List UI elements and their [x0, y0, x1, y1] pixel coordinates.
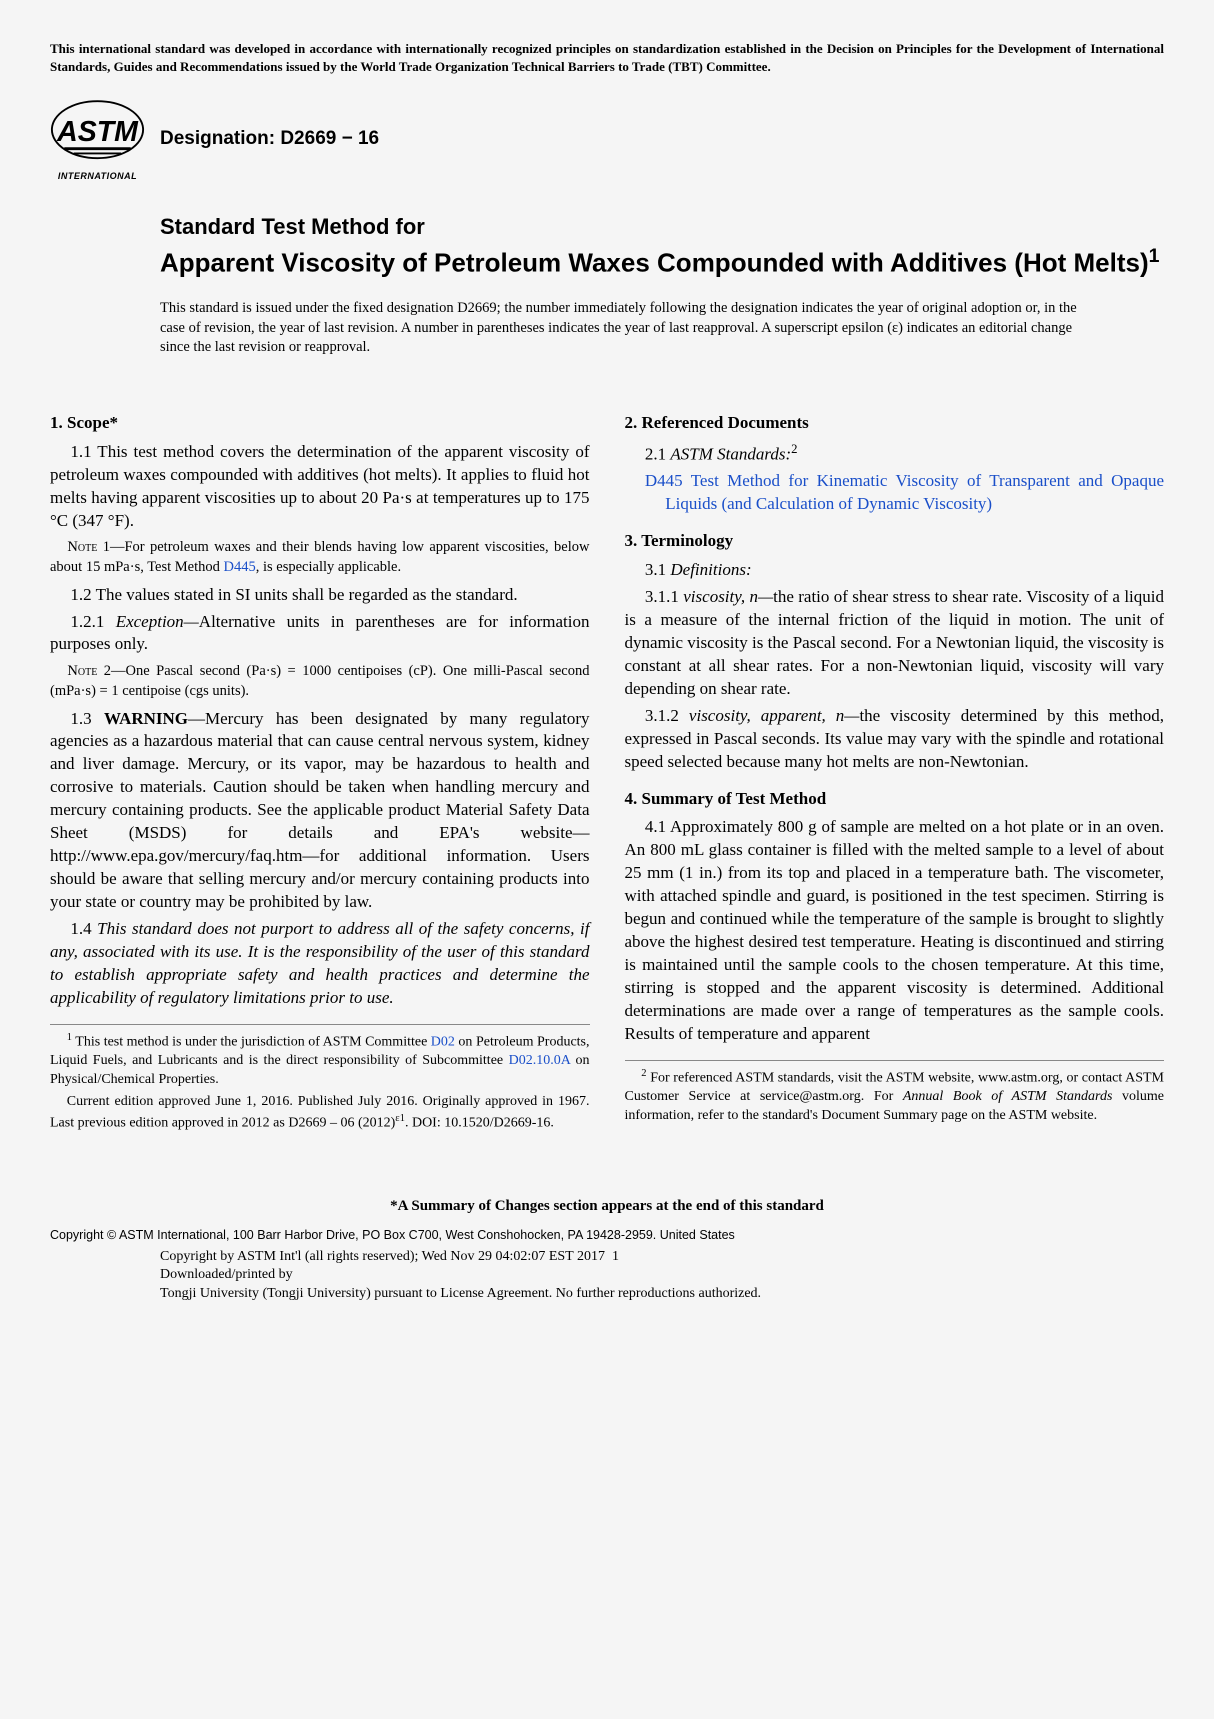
- astm-logo: ASTM INTERNATIONAL: [50, 95, 145, 182]
- footnote-1: 1 This test method is under the jurisdic…: [50, 1024, 590, 1134]
- issuance-note: This standard is issued under the fixed …: [160, 299, 1164, 358]
- svg-text:ASTM: ASTM: [56, 116, 139, 148]
- footnote-2: 2 For referenced ASTM standards, visit t…: [625, 1060, 1165, 1126]
- changes-note: *A Summary of Changes section appears at…: [50, 1196, 1164, 1216]
- title-prefix: Standard Test Method for: [160, 212, 1164, 242]
- top-notice: This international standard was develope…: [50, 40, 1164, 75]
- title-main: Apparent Viscosity of Petroleum Waxes Co…: [160, 244, 1164, 279]
- d445-ref-link[interactable]: D445: [645, 471, 683, 490]
- page-number: 1: [612, 1249, 619, 1264]
- d02-10-0a-link[interactable]: D02.10.0A: [509, 1053, 570, 1068]
- d02-link[interactable]: D02: [431, 1034, 455, 1049]
- refdocs-2-1: 2.1 ASTM Standards:2: [625, 441, 1165, 467]
- scope-1-2: 1.2 The values stated in SI units shall …: [50, 584, 590, 607]
- note-1: Note 1—For petroleum waxes and their ble…: [50, 538, 590, 577]
- copyright-line: Copyright © ASTM International, 100 Barr…: [50, 1227, 1164, 1244]
- note-2: Note 2—One Pascal second (Pa·s) = 1000 c…: [50, 662, 590, 701]
- download-block: Copyright by ASTM Int'l (all rights rese…: [160, 1248, 1164, 1305]
- scope-1-4: 1.4 This standard does not purport to ad…: [50, 918, 590, 1010]
- body-columns: 1. Scope* 1.1 This test method covers th…: [50, 398, 1164, 1137]
- scope-1-1: 1.1 This test method covers the determin…: [50, 441, 590, 533]
- d445-link[interactable]: D445: [224, 559, 256, 575]
- logo-subtext: INTERNATIONAL: [50, 170, 145, 182]
- summary-4-1: 4.1 Approximately 800 g of sample are me…: [625, 816, 1165, 1045]
- scope-1-3: 1.3 WARNING—Mercury has been designated …: [50, 708, 590, 914]
- designation: Designation: D2669 − 16: [160, 126, 379, 152]
- scope-1-2-1: 1.2.1 Exception—Alternative units in par…: [50, 611, 590, 657]
- term-3-1-2: 3.1.2 viscosity, apparent, n—the viscosi…: [625, 705, 1165, 774]
- terminology-heading: 3. Terminology: [625, 530, 1165, 553]
- summary-heading: 4. Summary of Test Method: [625, 788, 1165, 811]
- title-block: Standard Test Method for Apparent Viscos…: [160, 212, 1164, 279]
- header: ASTM INTERNATIONAL Designation: D2669 − …: [50, 95, 1164, 182]
- scope-heading: 1. Scope*: [50, 412, 590, 435]
- term-3-1: 3.1 Definitions:: [625, 559, 1165, 582]
- refdocs-d445: D445 Test Method for Kinematic Viscosity…: [645, 470, 1164, 516]
- refdocs-heading: 2. Referenced Documents: [625, 412, 1165, 435]
- term-3-1-1: 3.1.1 viscosity, n—the ratio of shear st…: [625, 586, 1165, 701]
